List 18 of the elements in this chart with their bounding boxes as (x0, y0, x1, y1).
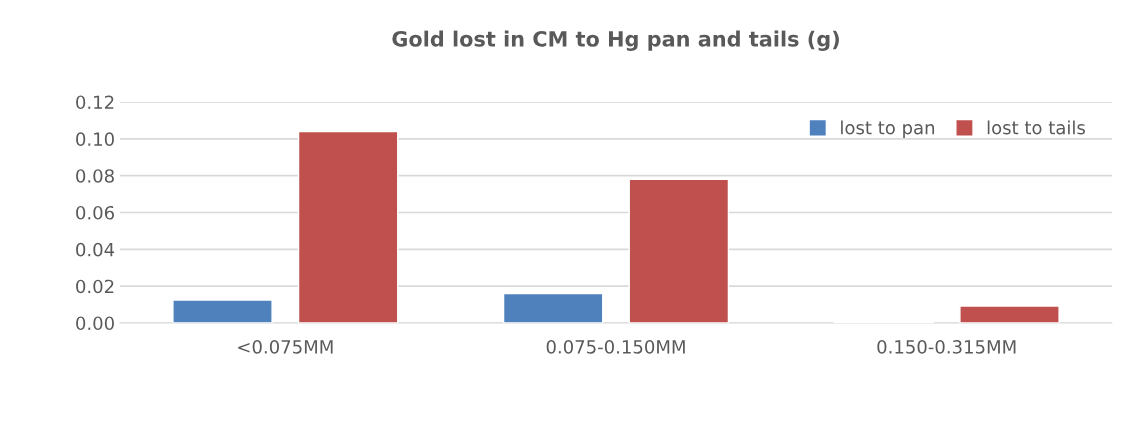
bar (959, 305, 1060, 323)
y-tick-label: 0.10 (76, 132, 114, 146)
chart-title: Gold lost in CM to Hg pan and tails (g) (392, 30, 839, 51)
y-tick-label: 0.00 (76, 316, 114, 331)
bar (628, 178, 730, 323)
legend-label: lost to tails (987, 120, 1085, 135)
bar (297, 130, 399, 323)
y-tick-label: 0.06 (76, 205, 114, 220)
y-tick-label: 0.12 (76, 95, 114, 110)
x-tick-label: 0.150-0.315MM (877, 339, 1016, 354)
legend-label: lost to pan (841, 120, 935, 138)
bar (172, 299, 273, 323)
y-tick-label: 0.08 (76, 169, 114, 183)
x-tick-label: <0.075MM (238, 339, 333, 354)
y-tick-label: 0.02 (76, 279, 114, 294)
y-tick-label: 0.04 (76, 242, 115, 257)
bar (502, 292, 604, 323)
x-tick-label: 0.075-0.150MM (546, 339, 685, 354)
